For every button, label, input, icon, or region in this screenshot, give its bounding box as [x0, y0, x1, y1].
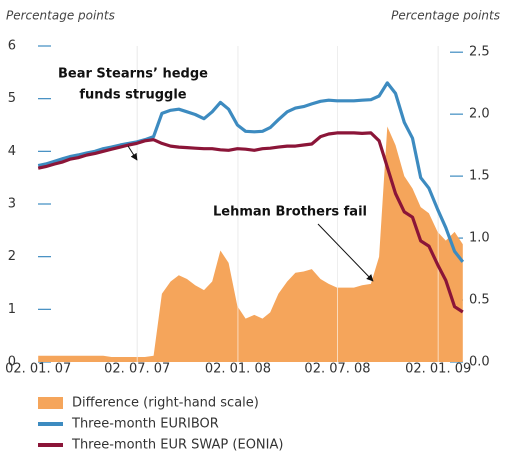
y-axis-label: Percentage points — [6, 9, 115, 23]
y-tick-label: 0 — [8, 355, 16, 370]
annotation: Bear Stearns’ hedge — [58, 67, 208, 82]
legend-swatch — [38, 397, 63, 409]
annotation: Lehman Brothers fail — [213, 205, 367, 220]
y2-tick-label: 0.0 — [469, 355, 490, 370]
legend-label: Difference (right-hand scale) — [72, 396, 259, 411]
area — [38, 126, 463, 362]
y-tick-label: 6 — [8, 39, 16, 54]
x-tick-label: 02. 01. 07 — [5, 362, 71, 377]
legend-label: Three-month EURIBOR — [71, 417, 219, 432]
line — [37, 81, 465, 263]
y-tick-label: 4 — [8, 144, 16, 159]
y-tick-label: 1 — [8, 302, 16, 317]
y2-tick-label: 0.5 — [469, 293, 490, 308]
y2-tick-label: 2.0 — [469, 107, 490, 122]
y-tick-label: 2 — [8, 249, 16, 264]
y2-axis-label: Percentage points — [391, 9, 500, 23]
x-tick-label: 02. 07. 07 — [104, 362, 170, 377]
y-tick-label: 5 — [8, 91, 16, 106]
y-tick-label: 3 — [8, 197, 16, 212]
annotation-arrow — [127, 145, 138, 161]
x-tick-label: 02. 07. 08 — [304, 362, 370, 377]
y2-tick-label: 2.5 — [469, 45, 490, 60]
annotation-arrow — [317, 223, 374, 282]
y2-tick-label: 1.5 — [469, 169, 490, 184]
x-tick-label: 02. 01. 08 — [205, 362, 271, 377]
annotation: funds struggle — [79, 88, 186, 103]
y2-tick-label: 1.0 — [469, 231, 490, 246]
legend-label: Three-month EUR SWAP (EONIA) — [71, 438, 283, 453]
line — [37, 131, 464, 314]
x-tick-label: 02. 01. 09 — [405, 362, 471, 377]
